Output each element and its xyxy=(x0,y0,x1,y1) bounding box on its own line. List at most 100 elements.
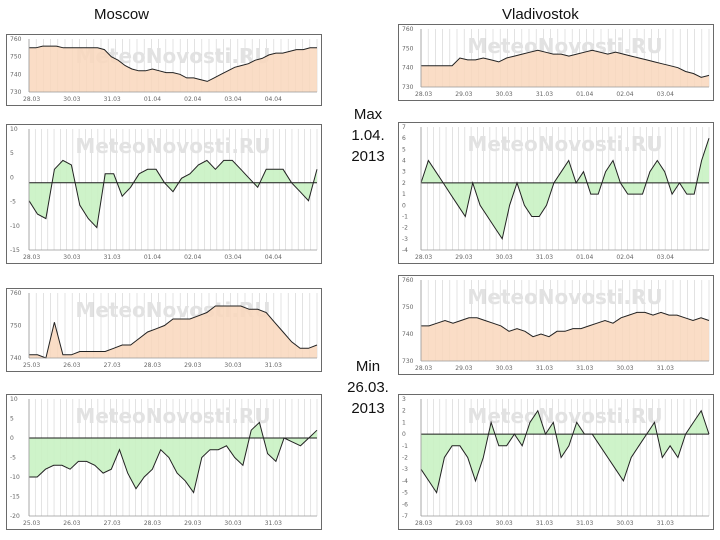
vladivostok-min-pressure-chart: MeteoNovosti.RU 760 750 740 730 28.03 29.03 30.… xyxy=(398,275,714,375)
x-tick-label: 28.03 xyxy=(144,362,161,369)
y-tick-label: -1 xyxy=(402,213,408,220)
x-tick-label: 30.03 xyxy=(496,91,513,98)
y-tick-label: -15 xyxy=(10,494,20,501)
y-tick-label: 10 xyxy=(10,396,18,403)
chart-svg: MeteoNovosti.RU 7 6 5 4 3 2 1 0 -1 -2 -3 -4 28.03 29.0… xyxy=(402,124,710,261)
y-tick-label: 5 xyxy=(10,416,14,423)
y-tick-label: -4 xyxy=(402,247,408,254)
min-note-year: 2013 xyxy=(351,400,385,417)
min-date-note: Min 26.03. 2013 xyxy=(338,356,398,419)
max-note-year: 2013 xyxy=(351,148,385,165)
y-tick-label: 730 xyxy=(402,84,414,91)
x-tick-label: 30.03 xyxy=(616,520,633,527)
y-tick-label: 0 xyxy=(402,431,406,438)
moscow-min-pressure-chart: MeteoNovosti.RU 760 750 740 25.03 26.03 27.03 2… xyxy=(6,288,322,372)
y-tick-label: -10 xyxy=(10,474,20,481)
x-tick-label: 04.04 xyxy=(265,254,282,261)
x-tick-label: 31.03 xyxy=(104,96,121,103)
x-tick-label: 30.03 xyxy=(63,254,80,261)
y-tick-label: -3 xyxy=(402,466,408,473)
watermark-text: MeteoNovosti.RU xyxy=(467,404,662,428)
moscow-max-temperature-chart: MeteoNovosti.RU 10 5 0 -5 -10 -15 28.03 30.03 31.… xyxy=(6,124,322,264)
y-tick-label: 750 xyxy=(402,304,414,311)
y-tick-label: -4 xyxy=(402,478,408,485)
y-tick-label: 760 xyxy=(402,26,414,33)
x-tick-label: 28.03 xyxy=(415,365,432,372)
y-tick-label: 750 xyxy=(10,54,22,61)
y-tick-label: 4 xyxy=(402,158,406,165)
x-tick-label: 03.04 xyxy=(657,254,674,261)
x-tick-label: 30.03 xyxy=(224,362,241,369)
x-tick-label: 03.04 xyxy=(224,96,241,103)
y-tick-label: 740 xyxy=(10,355,22,362)
y-tick-label: 730 xyxy=(10,89,22,96)
y-tick-label: 0 xyxy=(10,174,14,181)
x-tick-label: 31.03 xyxy=(536,365,553,372)
x-tick-label: 25.03 xyxy=(23,362,40,369)
max-note-label: Max xyxy=(353,106,383,123)
y-tick-label: -3 xyxy=(402,236,408,243)
y-tick-label: 730 xyxy=(402,358,414,365)
y-tick-label: 2 xyxy=(402,408,406,415)
x-tick-label: 30.03 xyxy=(496,254,513,261)
series-line xyxy=(29,305,318,359)
x-tick-label: 02.04 xyxy=(616,91,633,98)
vladivostok-max-temperature-chart: MeteoNovosti.RU 7 6 5 4 3 2 1 0 -1 -2 -3 -4 28.03 29.0… xyxy=(398,122,714,264)
y-tick-label: -2 xyxy=(402,455,408,462)
moscow-column-title: Moscow xyxy=(94,6,150,23)
watermark-text: MeteoNovosti.RU xyxy=(75,404,270,428)
x-tick-label: 01.04 xyxy=(576,254,593,261)
x-tick-label: 04.04 xyxy=(265,96,282,103)
series-area xyxy=(29,422,317,493)
y-tick-label: 5 xyxy=(10,150,14,157)
series-line xyxy=(29,421,318,494)
moscow-max-pressure-chart: MeteoNovosti.RU 760 750 740 730 28.03 30.03 31.… xyxy=(6,34,322,106)
y-tick-label: 740 xyxy=(402,331,414,338)
series-area xyxy=(421,410,709,493)
y-tick-label: 760 xyxy=(10,36,22,43)
y-tick-label: 740 xyxy=(402,65,414,72)
x-tick-label: 29.03 xyxy=(455,520,472,527)
series-area xyxy=(29,306,317,358)
y-tick-label: 1 xyxy=(402,419,406,426)
y-tick-label: 760 xyxy=(402,277,414,284)
y-tick-label: 7 xyxy=(402,124,406,131)
series-area xyxy=(29,160,317,228)
min-note-date: 26.03. xyxy=(347,379,389,396)
y-tick-label: 5 xyxy=(402,146,406,153)
x-tick-label: 26.03 xyxy=(63,520,80,527)
y-tick-label: -15 xyxy=(10,247,20,254)
x-tick-label: 01.04 xyxy=(576,91,593,98)
y-tick-label: -10 xyxy=(10,223,20,230)
y-tick-label: -1 xyxy=(402,443,408,450)
x-tick-label: 25.03 xyxy=(23,520,40,527)
y-tick-label: 0 xyxy=(10,435,14,442)
x-tick-label: 30.03 xyxy=(63,96,80,103)
x-tick-label: 02.04 xyxy=(184,254,201,261)
series-area xyxy=(421,138,709,239)
x-tick-label: 30.03 xyxy=(496,520,513,527)
x-tick-label: 31.03 xyxy=(265,362,282,369)
x-tick-label: 31.03 xyxy=(657,365,674,372)
x-tick-label: 31.03 xyxy=(536,254,553,261)
x-tick-label: 01.04 xyxy=(144,96,161,103)
x-tick-label: 30.03 xyxy=(224,520,241,527)
x-tick-label: 30.03 xyxy=(616,365,633,372)
series-line xyxy=(420,409,710,494)
x-tick-label: 01.04 xyxy=(144,254,161,261)
x-tick-label: 30.03 xyxy=(496,365,513,372)
x-tick-label: 31.03 xyxy=(104,254,121,261)
y-tick-label: 3 xyxy=(402,169,406,176)
x-tick-label: 28.03 xyxy=(23,96,40,103)
vladivostok-min-temperature-chart: MeteoNovosti.RU 3 2 1 0 -1 -2 -3 -4 -5 -6 -7 28.03 29… xyxy=(398,394,714,530)
watermark-text: MeteoNovosti.RU xyxy=(467,132,662,156)
vladivostok-max-pressure-chart: MeteoNovosti.RU 760 750 740 730 28.03 29.03 30.… xyxy=(398,24,714,101)
y-tick-label: 6 xyxy=(402,135,406,142)
x-tick-label: 28.03 xyxy=(415,254,432,261)
x-tick-label: 31.03 xyxy=(576,520,593,527)
series-line xyxy=(29,45,317,82)
x-tick-label: 29.03 xyxy=(455,254,472,261)
